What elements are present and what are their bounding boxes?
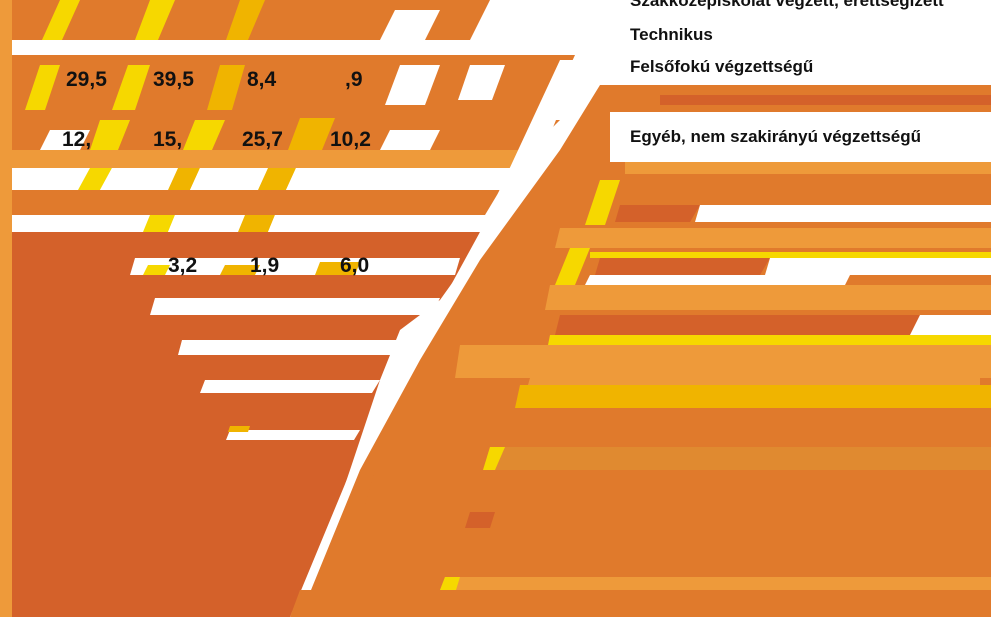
table-cell: 8,4 xyxy=(247,68,277,91)
legend-item: Technikus xyxy=(630,25,713,44)
table-cell: 29,5 xyxy=(66,68,107,91)
table-cell: 12, xyxy=(62,128,92,151)
legend-item: Egyéb, nem szakirányú végzettségű xyxy=(630,127,921,146)
table-cell: 6,0 xyxy=(340,254,370,277)
table-cell: 25,7 xyxy=(242,128,283,151)
legend-item: Felsőfokú végzettségű xyxy=(630,57,814,76)
table-cell: 1,9 xyxy=(250,254,280,277)
legend-item: Szakközépiskolát végzett, érettségizett xyxy=(630,0,944,10)
table-cell: ,9 xyxy=(345,68,363,91)
table-cell: 15, xyxy=(153,128,183,151)
table-cell: 39,5 xyxy=(153,68,194,91)
table-cell: 10,2 xyxy=(330,128,371,151)
table-cell: 3,2 xyxy=(168,254,198,277)
